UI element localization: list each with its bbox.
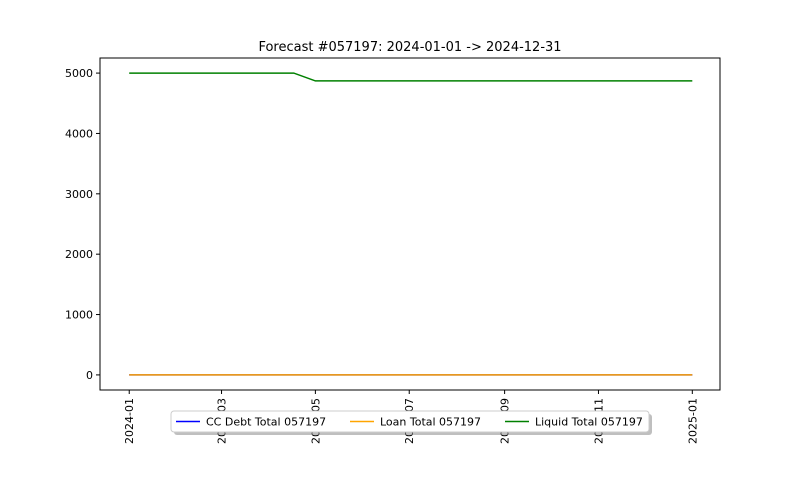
y-tick-label: 3000 (65, 188, 93, 201)
series-layer (129, 72, 693, 376)
y-tick-label: 5000 (65, 67, 93, 80)
y-tick-label: 2000 (65, 248, 93, 261)
legend-box (170, 410, 650, 433)
legend: CC Debt Total 057197 Loan Total 057197 Liq… (170, 410, 652, 435)
y-tick-label: 4000 (65, 127, 93, 140)
y-tick-label: 1000 (65, 309, 93, 322)
x-tick-label: 2024-01 (123, 398, 136, 444)
legend-label: CC Debt Total 057197 (206, 416, 326, 429)
chart-title: Forecast #057197: 2024-01-01 -> 2024-12-… (258, 40, 561, 55)
legend-label: Loan Total 057197 (380, 416, 481, 429)
series-line (129, 72, 693, 82)
y-axis: 0 1000 2000 3000 4000 5000 (65, 67, 100, 382)
plot-area (99, 57, 721, 391)
x-tick-label: 2025-01 (686, 398, 699, 444)
legend-label: Liquid Total 057197 (535, 416, 643, 429)
y-tick-label: 0 (86, 369, 93, 382)
